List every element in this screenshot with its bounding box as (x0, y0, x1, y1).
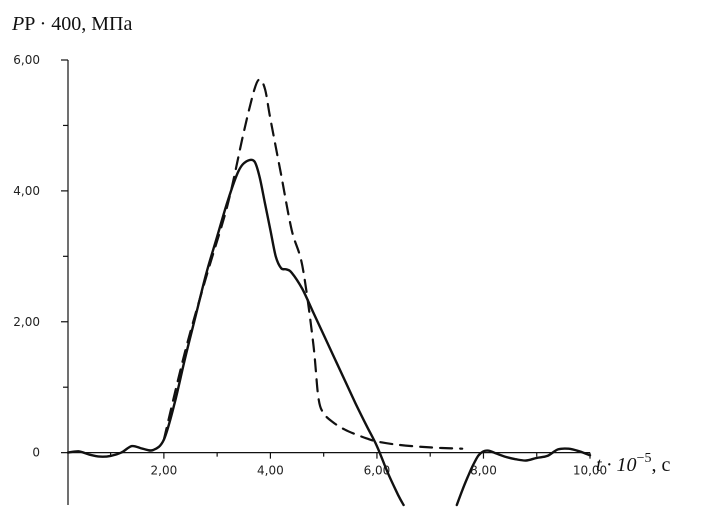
solid-series-line-1 (455, 447, 592, 507)
dashed-series-line-2 (162, 78, 464, 450)
x-tick-label: 6,00 (364, 464, 391, 478)
y-axis-title-prefix: P · 400, (24, 13, 91, 35)
x-tick-label: 10,00 (573, 464, 607, 478)
x-axis-title-exponent: −5 (637, 451, 652, 466)
tick-marks (61, 59, 591, 459)
y-tick-label: 4,00 (13, 184, 40, 198)
x-tick-label: 4,00 (257, 464, 284, 478)
y-axis-title-unit: МПа (91, 13, 132, 35)
x-axis-title: t · 10−5, с (596, 451, 670, 476)
axes (67, 60, 590, 505)
series-layer (66, 78, 592, 507)
solid-series-line-0 (66, 158, 405, 507)
x-axis-title-suffix: , с (651, 454, 670, 476)
y-axis-title: PP · 400, МПа (11, 13, 132, 35)
y-tick-label: 2,00 (13, 315, 40, 329)
x-axis-title-base: t · 10 (596, 454, 637, 476)
y-tick-label: 0 (32, 446, 40, 460)
x-tick-label: 2,00 (151, 464, 178, 478)
x-tick-label: 8,00 (470, 464, 497, 478)
y-tick-label: 6,00 (13, 53, 40, 67)
tick-labels: 0 2,00 4,00 6,00 2,00 4,00 6,00 8,00 10,00 (13, 53, 607, 478)
